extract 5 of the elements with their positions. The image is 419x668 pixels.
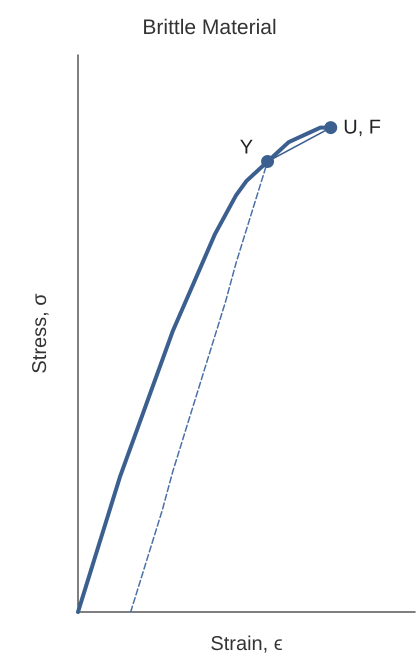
annotation: Y — [240, 136, 254, 159]
y-axis-title: Stress, σ — [29, 292, 51, 374]
annotation: U, F — [343, 116, 382, 139]
chart-title: Brittle Material — [142, 16, 277, 39]
x-axis-title: Strain, ϵ — [210, 633, 283, 655]
